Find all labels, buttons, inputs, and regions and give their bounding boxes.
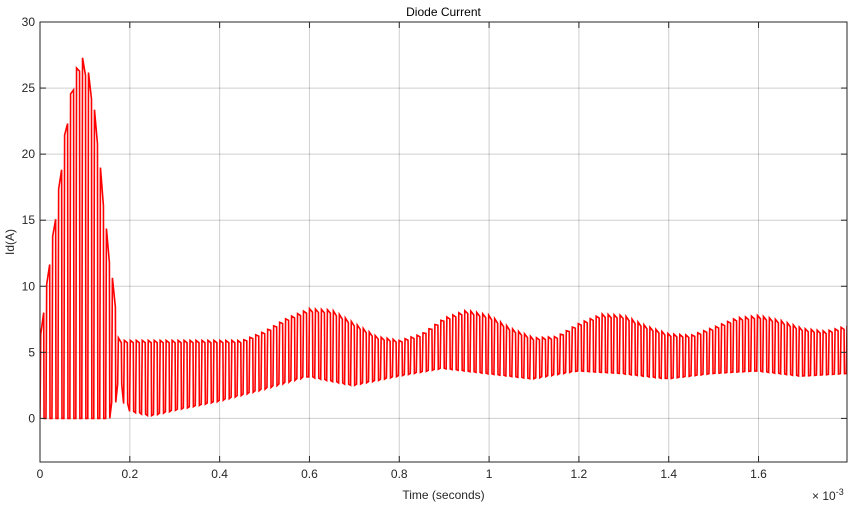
chart-title: Diode Current [406,5,481,19]
x-axis-exponent-base: × 10 [812,489,836,503]
y-axis-label: Id(A) [3,229,17,255]
plot-frame [39,21,848,463]
x-axis-label: Time (seconds) [402,488,484,502]
ticks: 0 0.2 0.4 0.6 0.8 1 1.2 1.4 1.6 0 5 10 15 20 25 30 [22,15,847,481]
y-tick-label: 20 [22,147,36,161]
y-tick-label: 25 [22,81,36,95]
series-diode-current [40,57,847,420]
series-line [40,57,847,420]
plot-area [40,22,847,462]
x-axis-exponent-power: -3 [836,487,844,497]
x-tick-label: 0.8 [391,467,408,481]
x-tick-label: 1.6 [750,467,767,481]
x-tick-label: 0.2 [121,467,138,481]
y-tick-label: 0 [28,411,35,425]
y-tick-label: 30 [22,15,36,29]
y-tick-label: 10 [22,279,36,293]
x-tick-label: 1 [486,467,493,481]
x-tick-label: 0.6 [301,467,318,481]
x-axis-exponent: × 10-3 [812,487,844,503]
y-tick-label: 15 [22,213,36,227]
x-tick-label: 1.4 [660,467,677,481]
x-tick-label: 0.4 [211,467,228,481]
y-tick-label: 5 [28,345,35,359]
x-tick-label: 0 [37,467,44,481]
x-tick-label: 1.2 [571,467,588,481]
